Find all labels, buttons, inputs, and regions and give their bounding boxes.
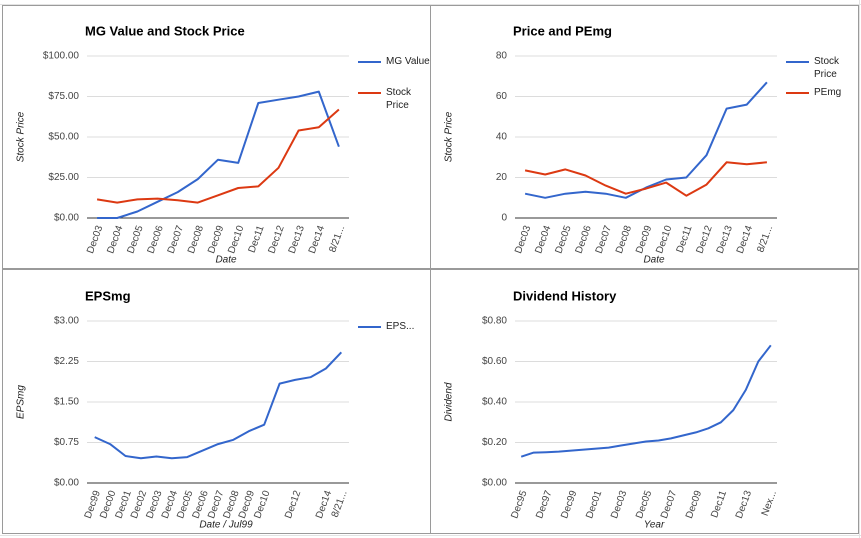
- chart-title: Dividend History: [513, 288, 617, 303]
- y-axis-title: Stock Price: [16, 111, 27, 162]
- series-line: [524, 161, 767, 197]
- y-tick-label: $0.80: [482, 316, 507, 327]
- y-tick-label: $50.00: [48, 132, 79, 143]
- y-tick-label: 0: [501, 213, 507, 224]
- x-axis-title: Date: [215, 255, 237, 266]
- series-line: [96, 108, 340, 204]
- legend-item: Stock Price: [814, 56, 840, 80]
- y-axis-title: Stock Price: [444, 111, 455, 162]
- legend-label: PEmg: [814, 87, 842, 98]
- y-axis-title: Dividend: [444, 382, 455, 421]
- chart-title: EPSmg: [85, 288, 131, 303]
- y-tick-label: $0.20: [482, 437, 507, 448]
- y-tick-label: 20: [496, 172, 508, 183]
- legend-item: MG Value: [386, 56, 430, 67]
- x-axis-title: Date: [643, 255, 665, 266]
- y-tick-label: $0.00: [482, 478, 507, 489]
- y-tick-label: $0.00: [54, 213, 79, 224]
- series-line: [97, 90, 340, 219]
- legend-label: Stock Price: [814, 56, 840, 80]
- legend-label: EPS...: [386, 321, 415, 332]
- y-tick-label: 60: [496, 91, 508, 102]
- y-axis-title: EPSmg: [16, 385, 27, 419]
- y-tick-label: $3.00: [54, 316, 79, 327]
- y-tick-label: $0.75: [54, 437, 79, 448]
- series-line: [94, 351, 343, 460]
- y-tick-label: $75.00: [48, 91, 79, 102]
- legend-label: Stock Price: [386, 87, 412, 111]
- y-tick-label: $25.00: [48, 172, 79, 183]
- x-axis-title: Date / Jul99: [199, 520, 253, 531]
- chart-title: MG Value and Stock Price: [85, 23, 245, 38]
- legend-item: PEmg: [814, 87, 842, 98]
- y-tick-label: $100.00: [43, 51, 80, 62]
- y-tick-label: $1.50: [54, 397, 79, 408]
- y-tick-label: $0.00: [54, 478, 79, 489]
- chart-title: Price and PEmg: [513, 23, 612, 38]
- x-axis-title: Year: [644, 520, 665, 531]
- y-tick-label: 40: [496, 132, 508, 143]
- y-tick-label: 80: [496, 51, 508, 62]
- series-line: [520, 344, 772, 458]
- y-tick-label: $0.60: [482, 356, 507, 367]
- y-tick-label: $2.25: [54, 356, 79, 367]
- legend-item: Stock Price: [386, 87, 412, 111]
- y-tick-label: $0.40: [482, 397, 507, 408]
- legend-item: EPS...: [386, 321, 415, 332]
- legend-label: MG Value: [386, 56, 430, 67]
